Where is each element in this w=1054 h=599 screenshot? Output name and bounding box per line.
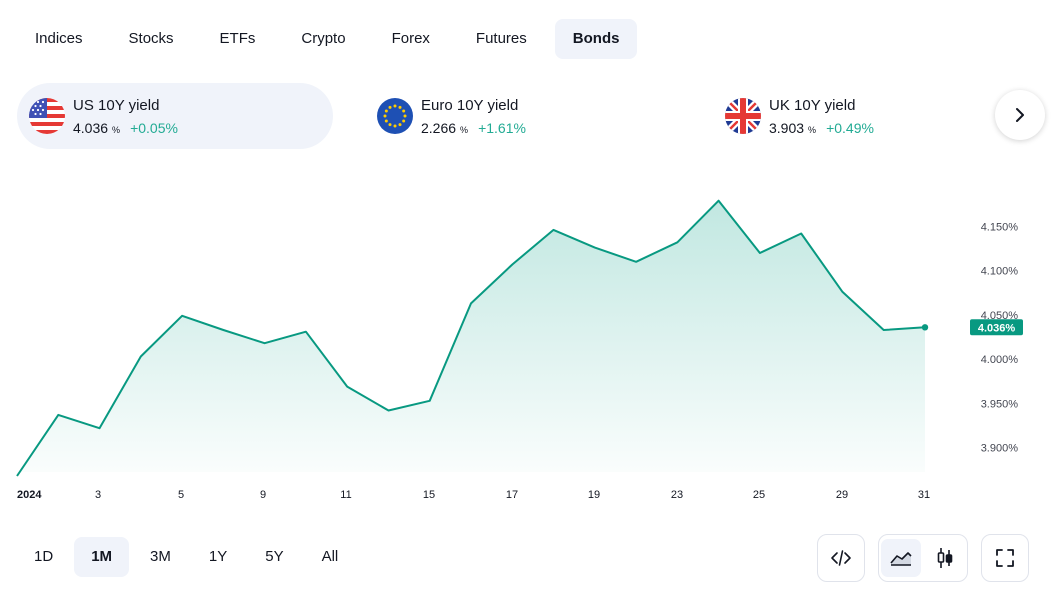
x-tick-label: 5 — [178, 489, 184, 501]
current-value-badge — [970, 319, 1023, 336]
x-tick-label: 25 — [753, 489, 765, 501]
ticker-value: 3.903 — [769, 119, 805, 136]
next-tickers-button[interactable] — [995, 90, 1045, 140]
tab-forex[interactable]: Forex — [391, 30, 430, 47]
area-chart-icon — [890, 552, 912, 566]
ticker-change: +0.05% — [130, 119, 178, 136]
area-style-button[interactable] — [881, 539, 921, 577]
tab-bonds[interactable]: Bonds — [554, 19, 638, 59]
x-tick-label: 15 — [423, 489, 435, 501]
ticker-unit: % — [112, 124, 121, 135]
series-line — [16, 199, 926, 477]
y-tick-label: 3.950% — [981, 398, 1019, 410]
range-1m[interactable]: 1M — [74, 537, 130, 577]
range-3m[interactable]: 3M — [150, 548, 171, 565]
ticker-unit: % — [808, 124, 817, 135]
tab-indices[interactable]: Indices — [35, 30, 83, 47]
x-tick-label: 17 — [506, 489, 518, 501]
y-tick-label: 4.050% — [981, 310, 1019, 322]
range-5y[interactable]: 5Y — [265, 548, 284, 565]
x-tick-label: 23 — [671, 489, 683, 501]
ticker-change: +0.49% — [826, 119, 874, 136]
x-tick-label: 31 — [918, 489, 930, 501]
yield-chart[interactable]: 4.150% 4.100% 4.050% 4.000% 3.950% 3.900% 4.03… — [0, 150, 1054, 520]
ticker-strip: US 10Y yield 4.036 % +0.05% Euro 10Y yie… — [17, 83, 1047, 149]
y-tick-label: 4.100% — [981, 266, 1019, 278]
range-all[interactable]: All — [321, 548, 339, 565]
x-tick-label: 3 — [95, 489, 101, 501]
ticker-uk-10y[interactable]: UK 10Y yield 3.903 % +0.49% — [713, 83, 993, 149]
ticker-unit: % — [460, 124, 469, 135]
range-1y[interactable]: 1Y — [208, 548, 228, 565]
ticker-value: 4.036 — [73, 119, 109, 136]
x-tick-label: 2024 — [17, 489, 42, 501]
area-fill — [17, 200, 925, 476]
y-tick-label: 4.000% — [981, 354, 1019, 366]
x-tick-label: 9 — [260, 489, 266, 501]
ticker-value: 2.266 — [421, 119, 457, 136]
x-tick-label: 29 — [836, 489, 848, 501]
candlestick-icon — [937, 548, 953, 568]
tab-futures[interactable]: Futures — [475, 30, 527, 47]
y-tick-label: 3.900% — [981, 443, 1019, 455]
x-tick-label: 11 — [340, 489, 351, 501]
current-value-label: 4.036% — [978, 322, 1016, 334]
y-tick-label: 4.150% — [981, 221, 1019, 233]
embed-code-icon — [831, 550, 851, 566]
us-flag-icon — [29, 98, 65, 134]
embed-button[interactable] — [817, 534, 865, 582]
chevron-right-icon — [1016, 108, 1024, 122]
candle-style-button[interactable] — [925, 539, 965, 577]
range-1d[interactable]: 1D — [34, 548, 54, 565]
range-selector: 1D 1M 3M 1Y 5Y All — [17, 537, 359, 577]
fullscreen-button[interactable] — [981, 534, 1029, 582]
ticker-us-10y[interactable]: US 10Y yield 4.036 % +0.05% — [17, 83, 333, 149]
tab-stocks[interactable]: Stocks — [128, 30, 174, 47]
market-tabs: Indices Stocks ETFs Crypto Forex Futures… — [17, 19, 647, 59]
ticker-change: +1.61% — [478, 119, 526, 136]
tab-etfs[interactable]: ETFs — [219, 30, 256, 47]
fullscreen-icon — [996, 549, 1014, 567]
current-value-point — [921, 324, 929, 331]
ticker-name: US 10Y yield — [73, 96, 160, 114]
x-tick-label: 19 — [588, 489, 600, 501]
tab-crypto[interactable]: Crypto — [301, 30, 346, 47]
eu-flag-icon — [377, 98, 413, 134]
ticker-euro-10y[interactable]: Euro 10Y yield 2.266 % +1.61% — [365, 83, 665, 149]
ticker-name: UK 10Y yield — [769, 96, 856, 114]
chart-style-group — [878, 534, 968, 582]
uk-flag-icon — [725, 98, 761, 134]
ticker-name: Euro 10Y yield — [421, 96, 519, 114]
